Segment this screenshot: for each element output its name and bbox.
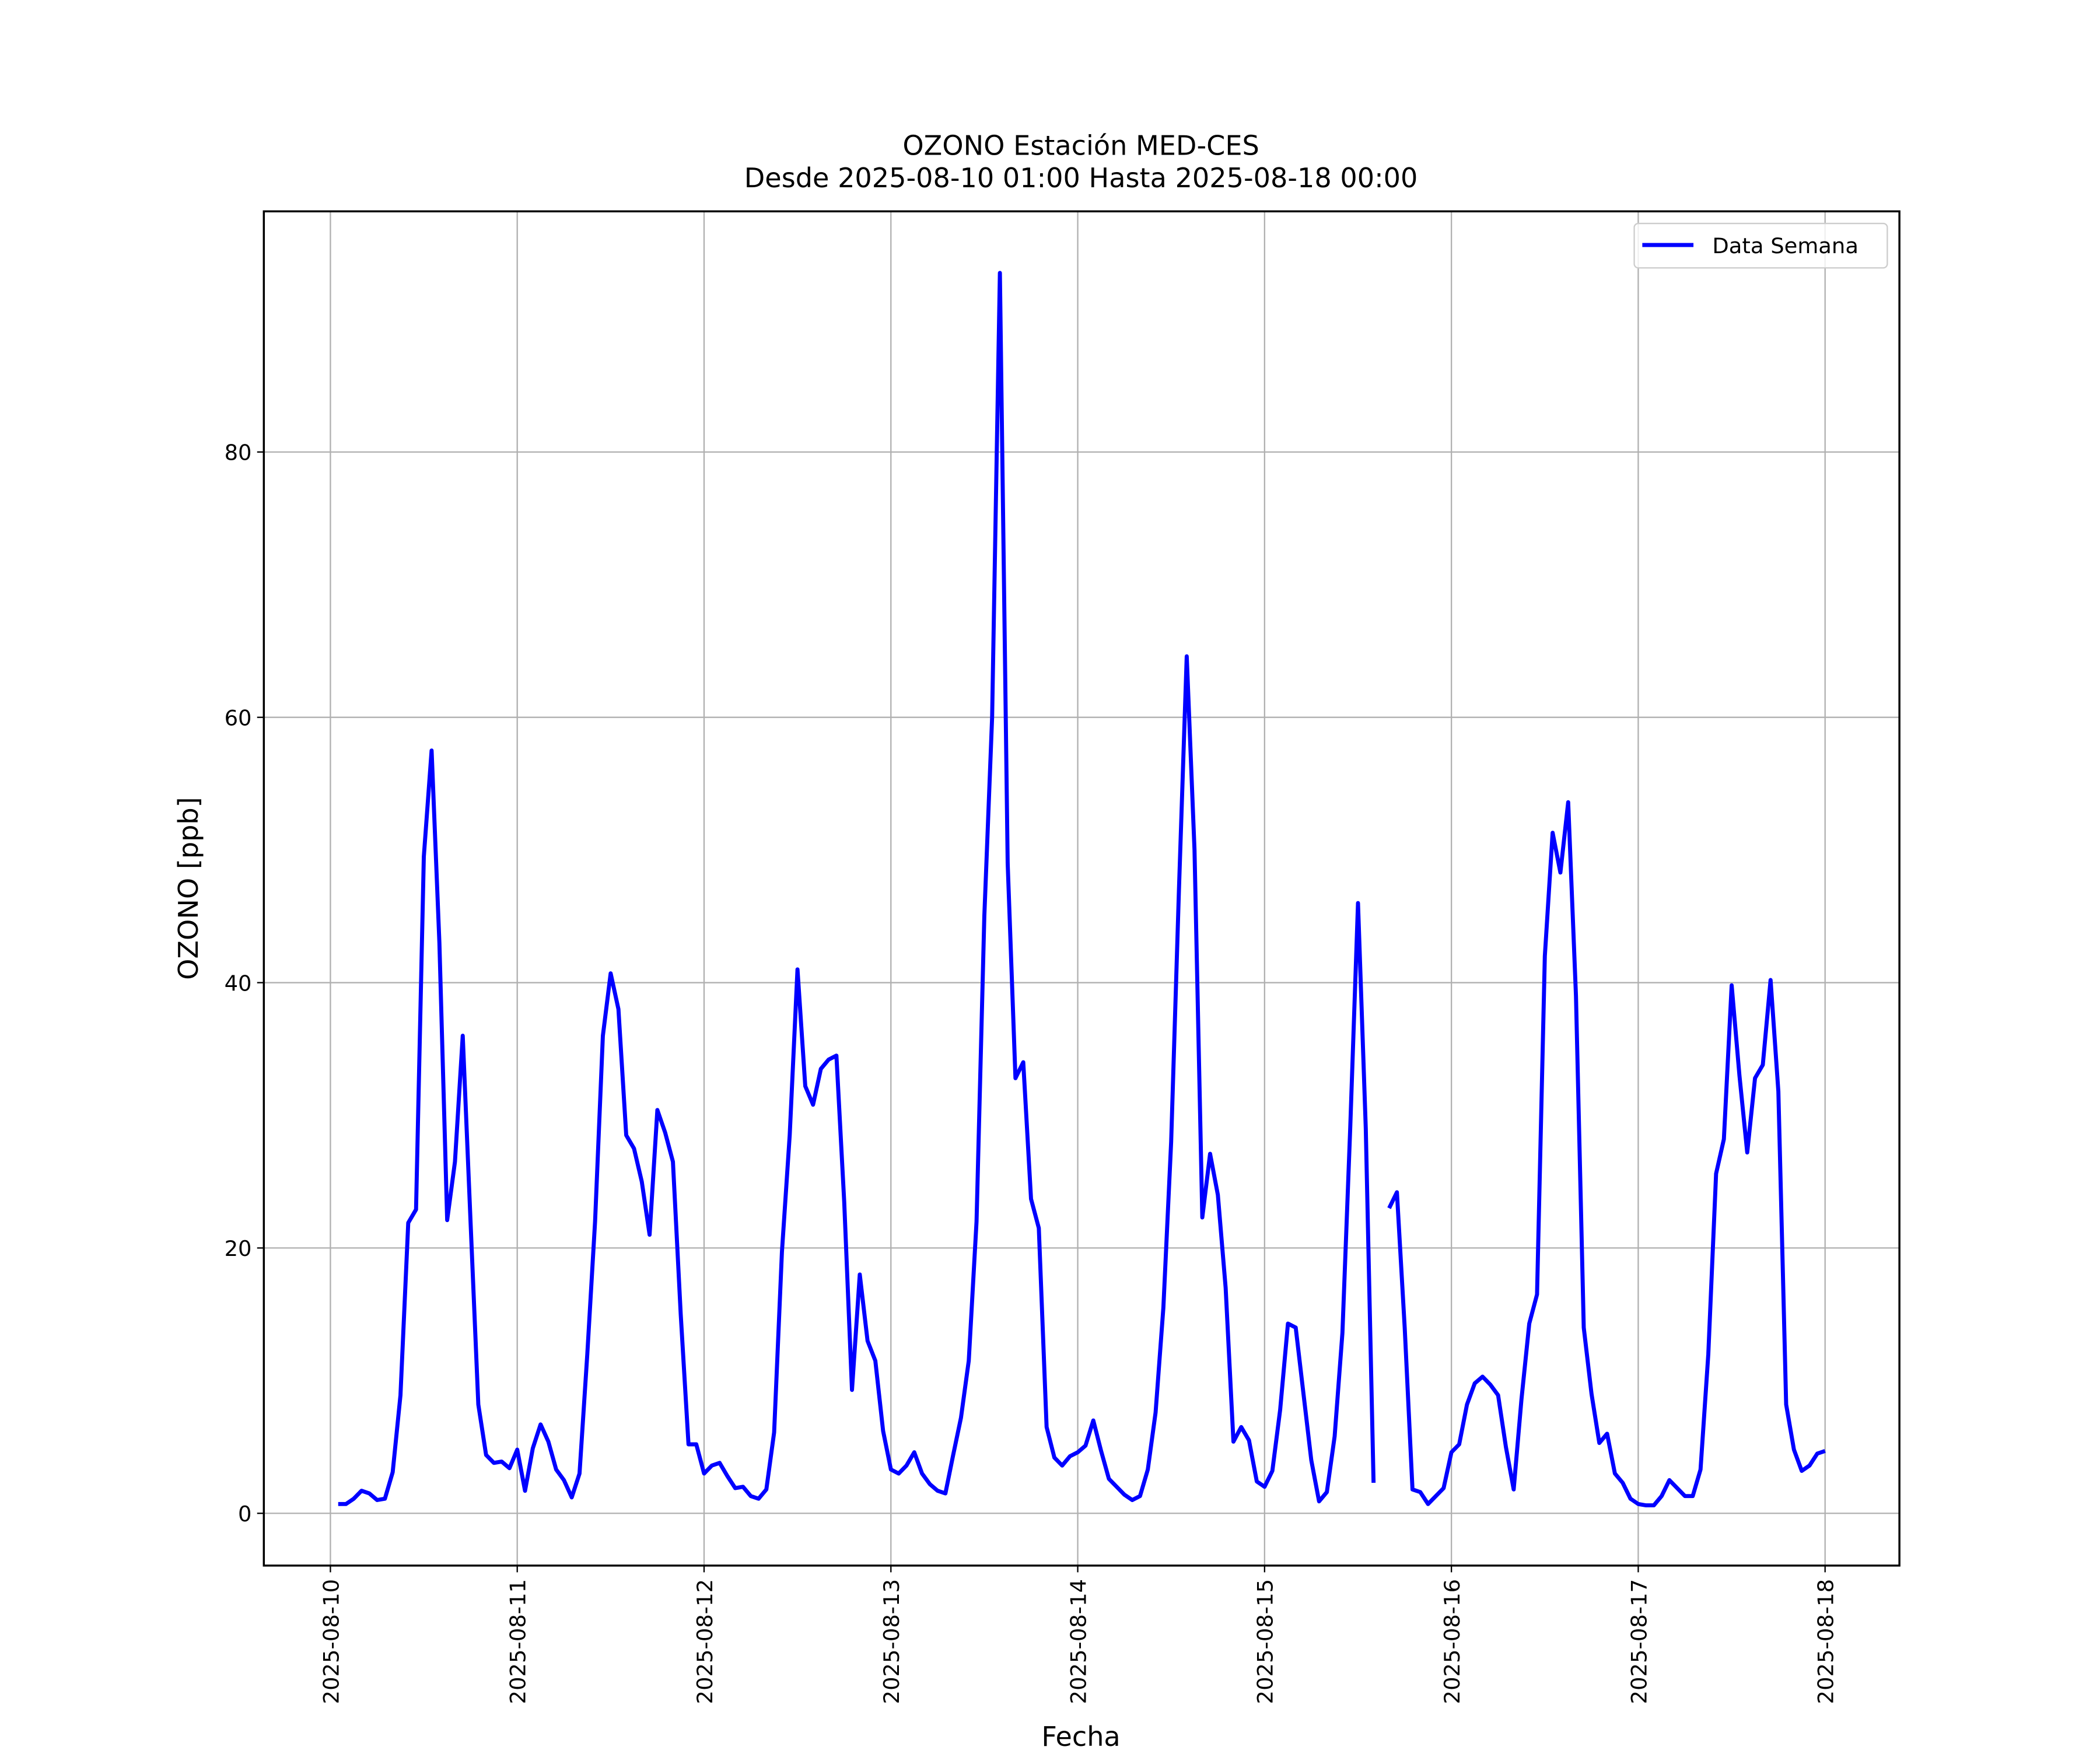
x-tick-label: 2025-08-14: [1066, 1579, 1091, 1704]
x-tick-label: 2025-08-13: [879, 1579, 904, 1704]
y-tick-label: 20: [225, 1236, 252, 1261]
y-tick-label: 40: [225, 971, 252, 996]
y-tick-label: 60: [225, 706, 252, 731]
x-tick-label: 2025-08-10: [318, 1579, 344, 1704]
legend-label: Data Semana: [1712, 233, 1859, 258]
y-axis-label: OZONO [ppb]: [173, 797, 204, 980]
x-tick-label: 2025-08-11: [506, 1579, 531, 1704]
y-tick-label: 80: [225, 440, 252, 466]
data-line: [338, 271, 1826, 1508]
chart-title: OZONO Estación MED-CES: [902, 130, 1259, 161]
x-tick-label: 2025-08-17: [1626, 1579, 1651, 1704]
legend-box: [1633, 222, 1888, 269]
x-axis-label: Fecha: [1041, 1721, 1120, 1750]
x-tick-label: 2025-08-18: [1814, 1579, 1839, 1704]
x-tick-label: 2025-08-12: [692, 1579, 718, 1704]
x-tick-label: 2025-08-16: [1440, 1579, 1465, 1704]
y-tick-label: 0: [238, 1502, 251, 1527]
chart-subtitle: Desde 2025-08-10 01:00 Hasta 2025-08-18 …: [744, 162, 1418, 194]
plot-frame: [262, 210, 1901, 1567]
x-tick-label: 2025-08-15: [1253, 1579, 1278, 1704]
